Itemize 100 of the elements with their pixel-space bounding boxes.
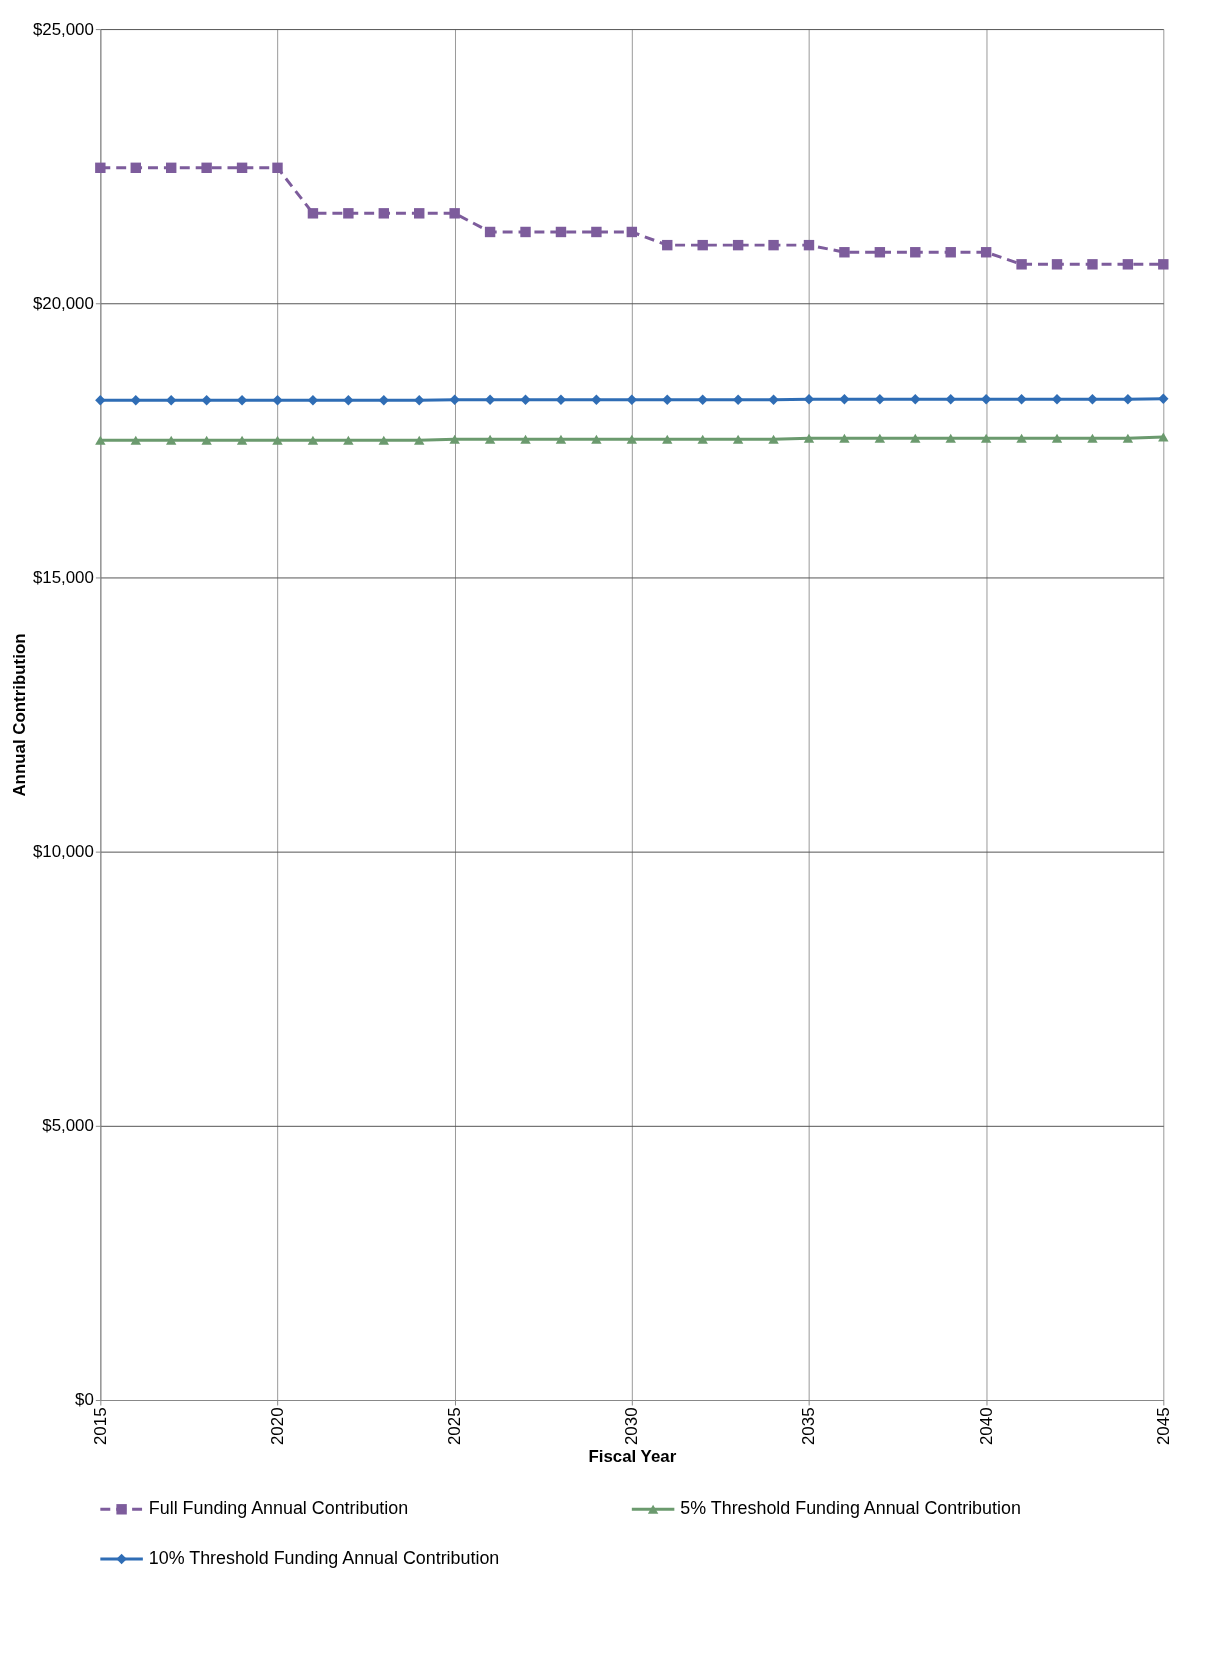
point xyxy=(768,239,779,251)
point xyxy=(1051,259,1063,270)
point xyxy=(449,394,460,405)
point xyxy=(1122,433,1134,443)
point xyxy=(1158,432,1169,442)
point xyxy=(307,208,319,219)
point xyxy=(803,239,815,251)
y-tick-label: $25,000 xyxy=(32,19,94,39)
point xyxy=(449,434,460,444)
x-tick-label: 2035 xyxy=(799,1407,819,1446)
point xyxy=(130,395,141,406)
point xyxy=(874,247,886,258)
point xyxy=(910,433,921,443)
point xyxy=(272,395,283,406)
legend-label: 5% Threshold Funding Annual Contribution xyxy=(680,1498,1021,1519)
legend-label: Full Funding Annual Contribution xyxy=(148,1498,409,1519)
x-tick-label: 2040 xyxy=(976,1407,996,1446)
point xyxy=(165,162,177,174)
point xyxy=(272,162,283,174)
point xyxy=(95,395,106,406)
point xyxy=(236,435,248,445)
x-tick-label: 2015 xyxy=(90,1407,110,1446)
point xyxy=(555,226,567,238)
point xyxy=(414,395,425,406)
point xyxy=(307,435,319,445)
point xyxy=(697,239,708,251)
point xyxy=(803,433,815,443)
point xyxy=(980,433,992,443)
x-tick-label: 2025 xyxy=(445,1407,465,1446)
x-tick-label: 2030 xyxy=(622,1407,642,1446)
point xyxy=(910,247,921,258)
point xyxy=(839,433,850,443)
point xyxy=(555,394,567,405)
y-tick-label: $0 xyxy=(75,1390,94,1410)
point xyxy=(343,435,354,445)
y-tick-label: $20,000 xyxy=(32,293,94,313)
point xyxy=(980,247,992,258)
point xyxy=(520,434,531,444)
y-tick-label: $15,000 xyxy=(32,567,94,587)
point xyxy=(945,247,956,258)
point xyxy=(1087,394,1098,405)
point xyxy=(555,434,567,444)
y-axis-title: Annual Contribution xyxy=(9,633,29,797)
point xyxy=(945,394,956,405)
point xyxy=(130,435,141,445)
point xyxy=(449,208,460,219)
point xyxy=(201,435,212,445)
y-tick-label: $5,000 xyxy=(42,1116,94,1136)
point xyxy=(378,208,390,219)
point xyxy=(1051,433,1063,443)
point xyxy=(95,162,106,174)
point xyxy=(1016,394,1027,405)
point xyxy=(839,394,850,405)
point xyxy=(520,394,531,405)
point xyxy=(591,394,602,405)
point xyxy=(1158,393,1169,404)
point xyxy=(520,226,531,238)
point xyxy=(130,162,141,174)
point xyxy=(945,433,956,443)
point xyxy=(1158,259,1169,270)
point xyxy=(1122,259,1134,270)
point xyxy=(1016,259,1027,270)
point xyxy=(414,208,425,219)
point xyxy=(414,435,425,445)
point xyxy=(343,395,354,406)
x-tick-label: 2020 xyxy=(267,1407,287,1446)
x-tick-label: 2045 xyxy=(1153,1407,1173,1446)
point xyxy=(697,394,708,405)
point xyxy=(272,435,283,445)
point xyxy=(1087,259,1098,270)
point xyxy=(662,434,673,444)
point xyxy=(732,434,744,444)
point xyxy=(910,394,921,405)
point xyxy=(165,435,177,445)
point xyxy=(626,226,638,238)
point xyxy=(378,435,390,445)
x-axis-title: Fiscal Year xyxy=(588,1446,677,1466)
y-tick-label: $10,000 xyxy=(32,842,94,862)
legend-label: 10% Threshold Funding Annual Contribution xyxy=(148,1547,500,1568)
point xyxy=(201,395,212,406)
point xyxy=(839,247,850,258)
point xyxy=(1087,433,1098,443)
point xyxy=(626,434,638,444)
point xyxy=(201,162,212,174)
point xyxy=(732,239,744,251)
point xyxy=(484,434,496,444)
point xyxy=(591,434,602,444)
point xyxy=(697,434,708,444)
point xyxy=(1016,433,1027,443)
point xyxy=(591,226,602,238)
point xyxy=(484,226,496,238)
point xyxy=(95,435,106,445)
point xyxy=(874,433,886,443)
point xyxy=(768,394,779,405)
point xyxy=(236,162,248,174)
point xyxy=(662,239,673,251)
point xyxy=(1051,394,1063,405)
point xyxy=(343,208,354,219)
point xyxy=(768,434,779,444)
point xyxy=(662,394,673,405)
